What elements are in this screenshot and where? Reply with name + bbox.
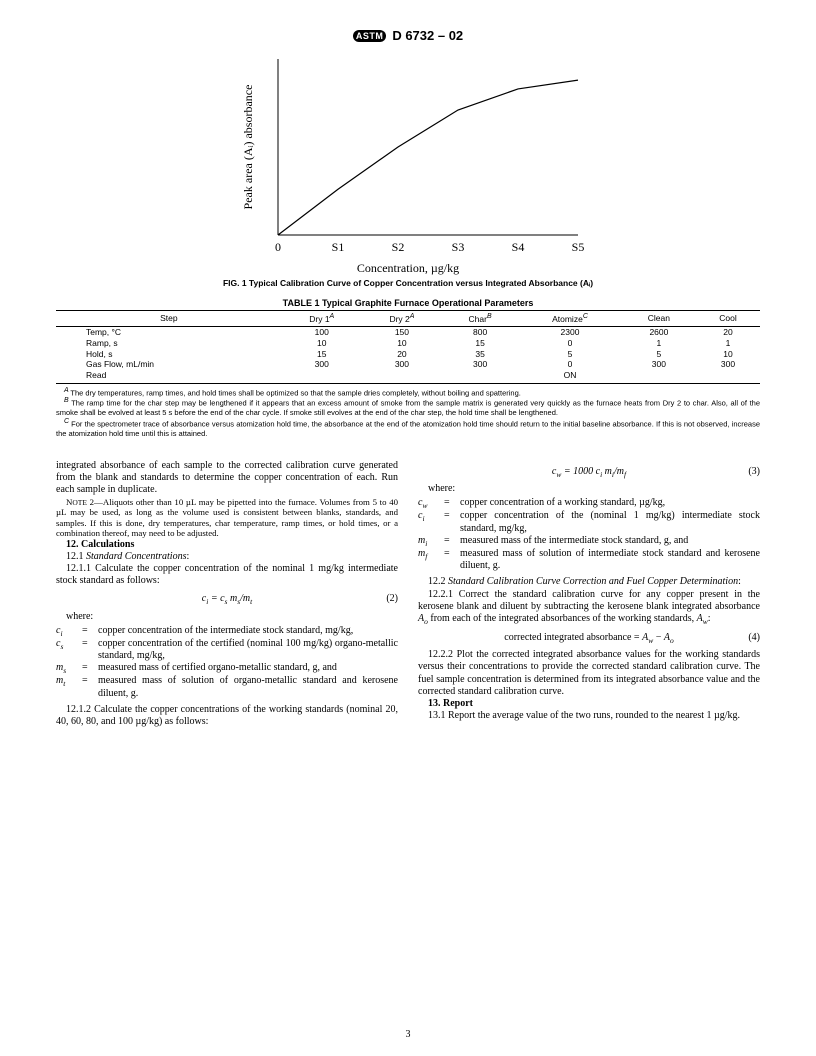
para-intro: integrated absorbance of each sample to … — [56, 460, 398, 497]
definitions-1: ci=copper concentration of the intermedi… — [56, 625, 398, 700]
where-1: where: — [56, 611, 398, 623]
equation-2: ci = cs ms/mt(2) — [56, 593, 398, 606]
sec-12-2-1: 12.2.1 Correct the standard calibration … — [418, 589, 760, 627]
calibration-chart: 0 S1 S2 S3 S4 S5 Peak area (Aᵢ) absorbance — [228, 49, 588, 259]
designation: D 6732 – 02 — [392, 28, 463, 43]
sec-12-2: 12.2 Standard Calibration Curve Correcti… — [418, 576, 760, 588]
footnote-C: For the spectrometer trace of absorbance… — [56, 419, 760, 437]
sec-12-2-2: 12.2.2 Plot the corrected integrated abs… — [418, 649, 760, 698]
footnote-A: The dry temperatures, ramp times, and ho… — [70, 388, 521, 397]
definitions-2: cw=copper concentration of a working sta… — [418, 497, 760, 572]
parameters-table: StepDry 1ADry 2ACharBAtomizeCCleanCoolTe… — [56, 310, 760, 384]
equation-4: corrected integrated absorbance = Aw − A… — [418, 632, 760, 645]
svg-text:S5: S5 — [572, 240, 585, 254]
body-columns: integrated absorbance of each sample to … — [56, 460, 760, 728]
sec-12: 12. Calculations — [56, 539, 398, 551]
svg-text:S3: S3 — [452, 240, 465, 254]
svg-text:S4: S4 — [512, 240, 525, 254]
svg-text:S2: S2 — [392, 240, 405, 254]
left-column: integrated absorbance of each sample to … — [56, 460, 398, 728]
where-2: where: — [418, 483, 760, 495]
table-title: TABLE 1 Typical Graphite Furnace Operati… — [56, 298, 760, 308]
sec-12-1-2: 12.1.2 Calculate the copper concentratio… — [56, 704, 398, 728]
sec-13-1: 13.1 Report the average value of the two… — [418, 710, 760, 722]
table-footnotes: A The dry temperatures, ramp times, and … — [56, 387, 760, 438]
svg-text:0: 0 — [275, 240, 281, 254]
astm-logo: ASTM — [353, 30, 387, 42]
figure-1: 0 S1 S2 S3 S4 S5 Peak area (Aᵢ) absorbance Con… — [56, 49, 760, 288]
svg-text:S1: S1 — [332, 240, 345, 254]
equation-3: cw = 1000 ci mi/mf(3) — [418, 466, 760, 479]
sec-12-1: 12.1 Standard Concentrations: — [56, 551, 398, 563]
note-2: NOTE 2—Aliquots other than 10 µL may be … — [56, 497, 398, 539]
page-number: 3 — [0, 1029, 816, 1040]
sec-12-1-1: 12.1.1 Calculate the copper concentratio… — [56, 563, 398, 587]
sec-13: 13. Report — [418, 698, 760, 710]
figure-caption: FIG. 1 Typical Calibration Curve of Copp… — [56, 278, 760, 288]
footnote-B: The ramp time for the char step may be l… — [56, 399, 760, 417]
right-column: cw = 1000 ci mi/mf(3) where: cw=copper c… — [418, 460, 760, 728]
page-header: ASTM D 6732 – 02 — [56, 28, 760, 43]
svg-text:Peak area (Aᵢ) absorbance: Peak area (Aᵢ) absorbance — [241, 85, 255, 210]
chart-xlabel: Concentration, µg/kg — [56, 261, 760, 276]
